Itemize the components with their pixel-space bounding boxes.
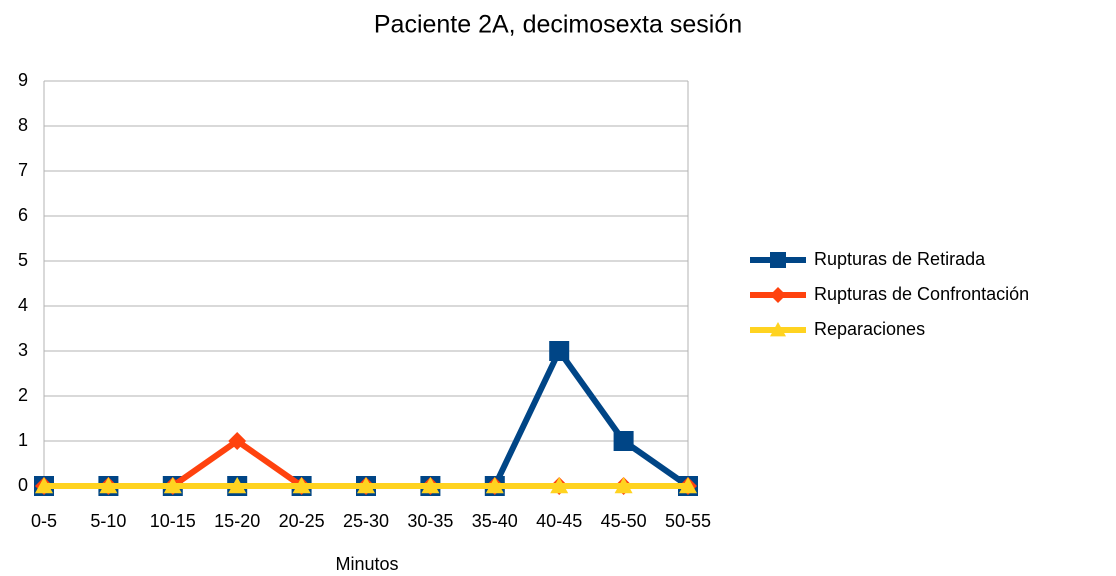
marker xyxy=(99,477,118,494)
x-tick-label: 10-15 xyxy=(150,511,196,531)
y-tick-label: 8 xyxy=(18,115,28,135)
y-tick-label: 4 xyxy=(18,295,28,315)
legend-label: Reparaciones xyxy=(814,319,925,339)
marker xyxy=(228,432,247,450)
marker xyxy=(550,477,569,494)
x-tick-label: 40-45 xyxy=(536,511,582,531)
chart-title: Paciente 2A, decimosexta sesión xyxy=(374,11,742,39)
marker xyxy=(421,477,440,494)
legend-label: Rupturas de Retirada xyxy=(814,249,986,269)
y-tick-label: 6 xyxy=(18,205,28,225)
legend-label: Rupturas de Confrontación xyxy=(814,284,1029,304)
y-tick-label: 2 xyxy=(18,385,28,405)
marker xyxy=(549,341,570,361)
marker xyxy=(770,287,786,303)
x-tick-label: 50-55 xyxy=(665,511,711,531)
x-tick-label: 5-10 xyxy=(90,511,126,531)
marker xyxy=(613,431,634,451)
series-line xyxy=(44,348,690,489)
marker xyxy=(228,477,247,494)
x-tick-label: 0-5 xyxy=(31,511,57,531)
marker xyxy=(679,477,697,494)
x-tick-label: 20-25 xyxy=(279,511,325,531)
x-tick-label: 45-50 xyxy=(601,511,647,531)
marker xyxy=(485,477,504,494)
marker xyxy=(292,477,311,494)
y-tick-label: 1 xyxy=(18,430,28,450)
x-tick-label: 25-30 xyxy=(343,511,389,531)
y-tick-label: 5 xyxy=(18,250,28,270)
y-tick-label: 0 xyxy=(18,475,28,495)
marker xyxy=(35,477,53,494)
x-tick-label: 35-40 xyxy=(472,511,518,531)
y-tick-label: 7 xyxy=(18,160,28,180)
marker xyxy=(614,477,633,494)
y-tick-label: 9 xyxy=(18,70,28,90)
x-tick-label: 15-20 xyxy=(214,511,260,531)
marker xyxy=(357,477,375,494)
marker xyxy=(770,322,786,337)
marker xyxy=(770,252,786,268)
marker xyxy=(163,477,182,494)
y-tick-label: 3 xyxy=(18,340,28,360)
x-tick-label: 30-35 xyxy=(407,511,453,531)
x-axis-label: Minutos xyxy=(335,554,398,574)
